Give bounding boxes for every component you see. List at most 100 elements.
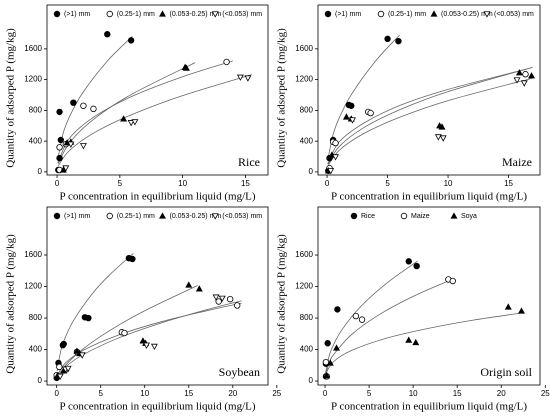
marker bbox=[358, 316, 366, 323]
legend-label: (<0.053) mm bbox=[222, 11, 262, 18]
marker bbox=[150, 343, 158, 351]
x-tick-label: 0 bbox=[323, 389, 328, 398]
legend-marker bbox=[450, 212, 458, 219]
marker bbox=[70, 99, 77, 106]
marker bbox=[78, 352, 86, 359]
plot-frame bbox=[46, 4, 269, 176]
x-axis-label: P concentration in equilibrium liquid (m… bbox=[59, 401, 255, 413]
fit-curve bbox=[57, 35, 133, 160]
y-axis-label: Quantity of adsorped P (mg/kg) bbox=[276, 28, 288, 168]
y-tick-label: 0 bbox=[309, 376, 314, 385]
fit-curve bbox=[57, 74, 252, 167]
y-tick-label: 0 bbox=[38, 167, 43, 176]
y-tick-label: 0 bbox=[38, 376, 43, 385]
legend-label: (0.25-1) mm bbox=[388, 11, 426, 18]
x-tick-label: 15 bbox=[184, 389, 193, 398]
fit-curve bbox=[327, 34, 400, 161]
marker bbox=[57, 136, 65, 144]
marker bbox=[244, 75, 252, 82]
marker bbox=[334, 306, 341, 313]
x-axis-label: P concentration in equilibrium liquid (m… bbox=[59, 191, 255, 203]
marker bbox=[90, 105, 97, 113]
marker bbox=[348, 102, 355, 109]
legend-marker bbox=[400, 212, 408, 220]
y-tick-label: 800 bbox=[300, 105, 314, 114]
marker bbox=[413, 262, 420, 270]
marker bbox=[64, 365, 72, 373]
marker bbox=[513, 77, 521, 84]
legend-marker bbox=[106, 10, 113, 18]
plot-frame bbox=[46, 206, 269, 386]
legend-marker bbox=[159, 212, 166, 219]
legend-label: Maize bbox=[411, 213, 430, 220]
y-tick-label: 800 bbox=[29, 313, 43, 322]
y-tick-label: 1200 bbox=[24, 75, 42, 84]
marker bbox=[79, 143, 87, 150]
legend-marker bbox=[324, 10, 332, 18]
fit-curve bbox=[57, 285, 198, 378]
fit-curve bbox=[56, 253, 134, 371]
x-tick-label: 10 bbox=[444, 179, 453, 188]
y-tick-label: 1200 bbox=[295, 75, 313, 84]
legend-marker bbox=[350, 212, 358, 220]
legend-label: (<0.053) mm bbox=[222, 213, 262, 220]
marker bbox=[121, 329, 128, 337]
y-tick-label: 400 bbox=[29, 136, 43, 145]
marker bbox=[405, 258, 412, 265]
marker bbox=[59, 166, 67, 173]
marker bbox=[323, 371, 331, 379]
marker bbox=[223, 58, 230, 66]
y-tick-label: 800 bbox=[300, 313, 314, 322]
marker bbox=[515, 69, 523, 76]
legend-label: (>1) mm bbox=[335, 11, 361, 18]
legend-marker bbox=[159, 10, 166, 17]
panel-title: Rice bbox=[238, 155, 260, 169]
marker bbox=[120, 115, 128, 122]
y-tick-label: 1200 bbox=[24, 282, 42, 291]
x-tick-label: 0 bbox=[55, 179, 60, 188]
marker bbox=[342, 113, 350, 120]
marker bbox=[60, 340, 67, 348]
legend-label: (0.053-0.25) mm bbox=[170, 11, 222, 18]
legend-label: (0.053-0.25) mm bbox=[441, 11, 493, 18]
fit-curve bbox=[57, 302, 242, 376]
panel-title: Maize bbox=[502, 155, 532, 169]
legend-label: (0.25-1) mm bbox=[117, 213, 155, 220]
marker bbox=[333, 344, 340, 351]
legend-marker bbox=[53, 212, 61, 220]
y-axis-label: Quantity of adsorped P (mg/kg) bbox=[276, 234, 288, 374]
x-axis-label: P concentration in equilibrium liquid (m… bbox=[331, 401, 527, 413]
marker bbox=[215, 298, 222, 305]
x-tick-label: 20 bbox=[497, 389, 506, 398]
legend-marker bbox=[483, 11, 491, 18]
marker bbox=[62, 165, 70, 172]
legend-marker bbox=[106, 212, 113, 220]
y-tick-label: 0 bbox=[309, 167, 314, 176]
marker bbox=[127, 120, 135, 127]
legend-label: (0.053-0.25) mm bbox=[170, 213, 222, 220]
x-tick-label: 0 bbox=[325, 179, 330, 188]
marker bbox=[218, 295, 226, 302]
fit-curve bbox=[57, 300, 242, 378]
marker bbox=[434, 134, 442, 141]
x-tick-label: 10 bbox=[409, 389, 418, 398]
legend-label: (0.25-1) mm bbox=[117, 11, 155, 18]
marker bbox=[56, 144, 63, 151]
marker bbox=[438, 123, 446, 130]
fit-curve bbox=[325, 260, 418, 373]
y-axis-label: Quantity of adsorped P (mg/kg) bbox=[5, 234, 17, 374]
plot-frame bbox=[317, 4, 541, 176]
y-tick-label: 1600 bbox=[24, 250, 42, 259]
fit-curve bbox=[325, 312, 524, 374]
legend-label: Soya bbox=[461, 213, 477, 220]
plot-frame bbox=[317, 206, 541, 386]
legend-label: (<0.053) mm bbox=[494, 11, 534, 18]
marker bbox=[182, 64, 190, 71]
marker bbox=[185, 281, 193, 288]
marker bbox=[56, 373, 64, 380]
y-tick-label: 1600 bbox=[295, 250, 313, 259]
marker bbox=[332, 154, 340, 161]
marker bbox=[395, 37, 402, 45]
marker bbox=[520, 80, 528, 87]
